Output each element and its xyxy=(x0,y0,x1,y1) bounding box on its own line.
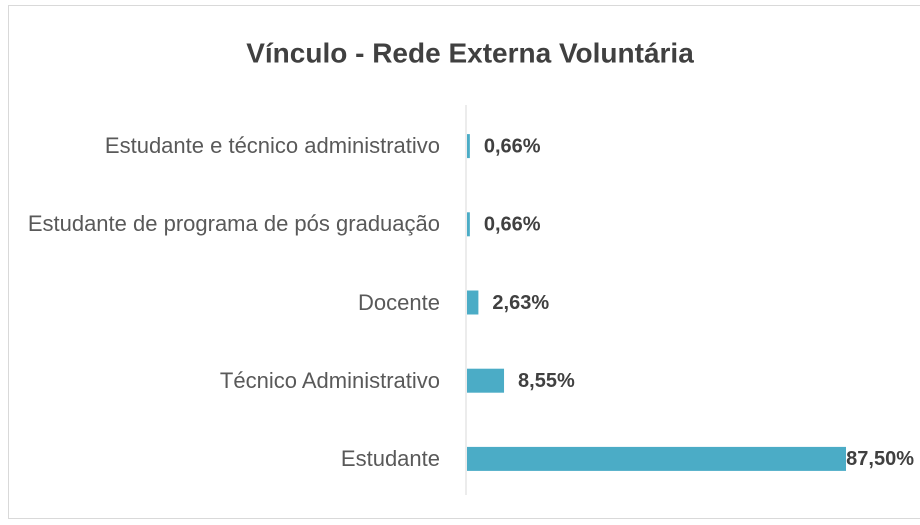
category-label: Estudante xyxy=(340,445,440,471)
category-label: Docente xyxy=(358,289,440,315)
bar xyxy=(467,368,505,393)
category-label: Estudante de programa de pós graduação xyxy=(27,211,440,237)
bar xyxy=(467,134,470,159)
category-label: Técnico Administrativo xyxy=(219,367,440,393)
value-label: 87,50% xyxy=(846,448,914,470)
bar xyxy=(467,446,846,471)
category-label: Estudante e técnico administrativo xyxy=(104,133,440,159)
chart-title: Vínculo - Rede Externa Voluntária xyxy=(246,37,694,68)
bar xyxy=(467,212,470,237)
bar xyxy=(467,290,479,315)
chart-frame xyxy=(8,5,920,519)
value-label: 0,66% xyxy=(484,135,541,157)
value-label: 8,55% xyxy=(518,370,575,392)
value-label: 2,63% xyxy=(492,292,549,314)
value-label: 0,66% xyxy=(484,214,541,236)
